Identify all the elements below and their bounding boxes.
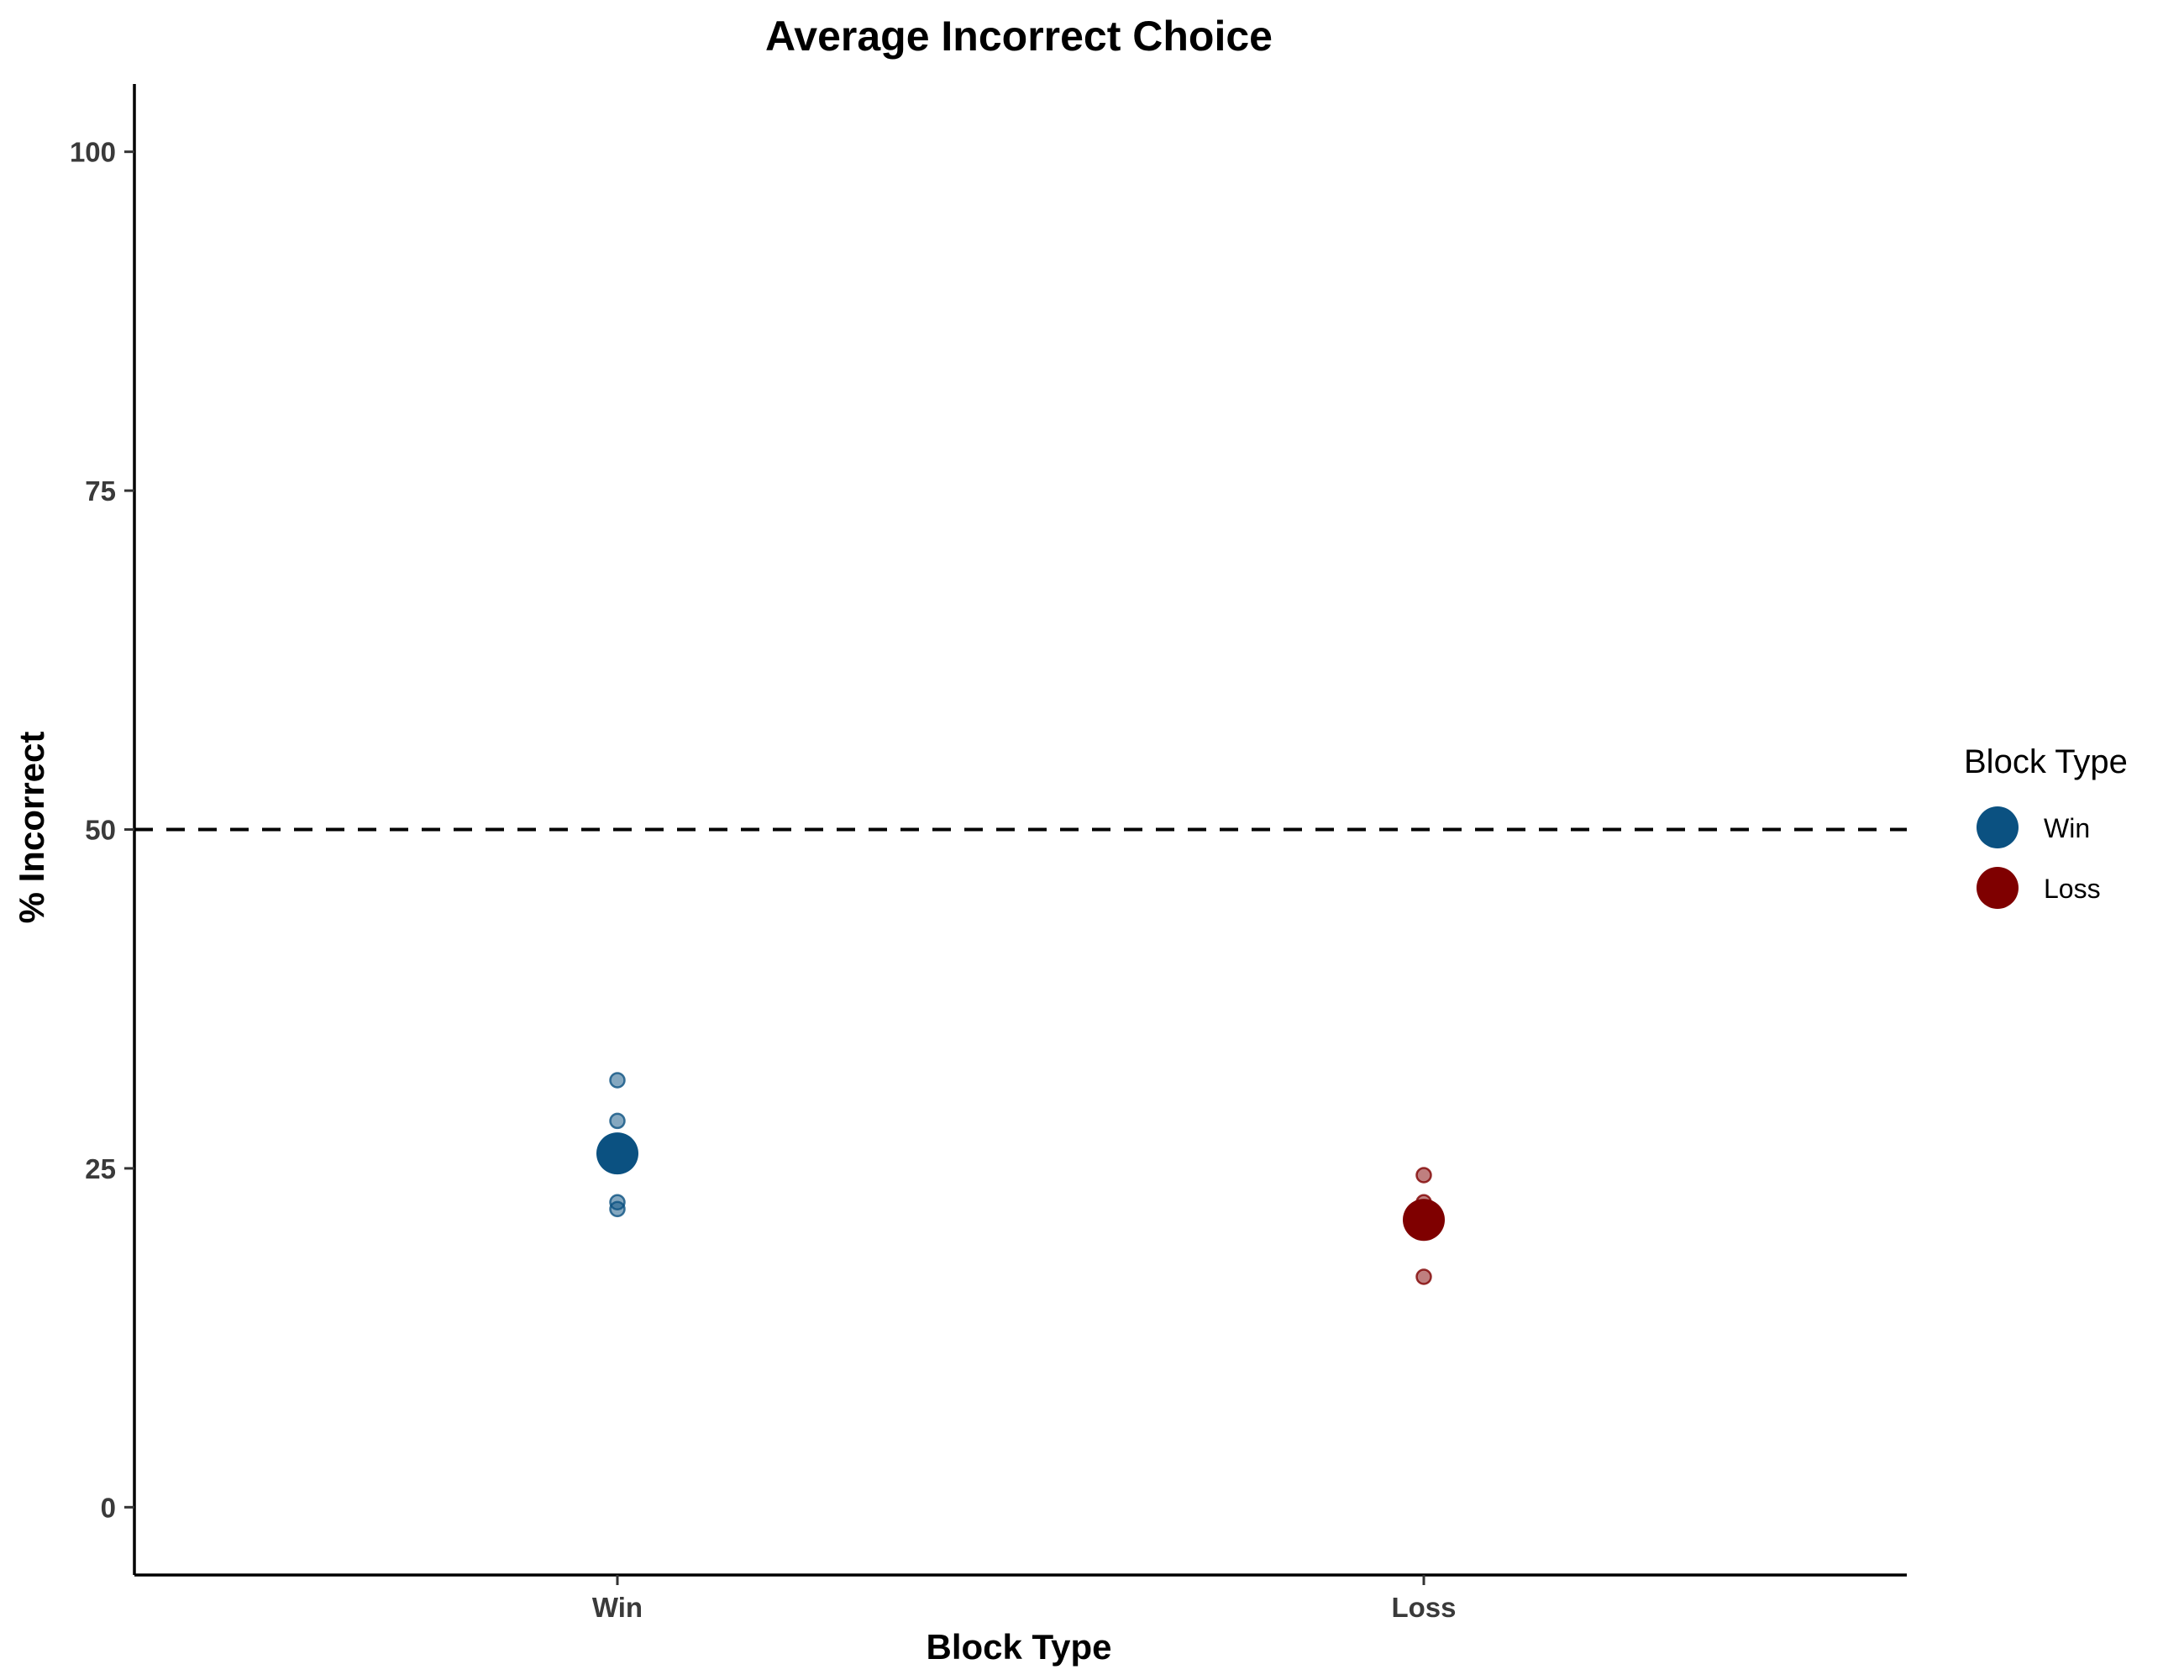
legend-swatch [1977, 867, 2019, 909]
x-tick-label: Win [592, 1592, 643, 1623]
plot-area: 0 25 50 75 100 Win Loss [70, 84, 1907, 1623]
data-point [1415, 1167, 1432, 1184]
data-point [609, 1112, 626, 1130]
legend-label: Loss [2044, 874, 2101, 904]
data-point [1415, 1268, 1432, 1285]
data-point [609, 1072, 626, 1089]
x-tick-label: Loss [1391, 1592, 1456, 1623]
y-tick-label: 0 [101, 1492, 116, 1523]
y-tick-label: 100 [70, 137, 116, 168]
data-point [609, 1200, 626, 1218]
y-tick-label: 25 [85, 1153, 116, 1184]
y-axis-title: % Incorrect [12, 732, 51, 924]
mean-point [1403, 1199, 1445, 1242]
legend-label: Win [2044, 813, 2090, 843]
legend-swatch [1977, 806, 2019, 848]
y-tick-label: 75 [85, 475, 116, 507]
legend: Block Type Win Loss [1964, 743, 2128, 909]
y-tick-label: 50 [85, 815, 116, 846]
mean-point [596, 1132, 638, 1175]
x-axis-title: Block Type [927, 1627, 1112, 1667]
chart-title: Average Incorrect Choice [765, 13, 1273, 60]
legend-title: Block Type [1964, 743, 2128, 780]
